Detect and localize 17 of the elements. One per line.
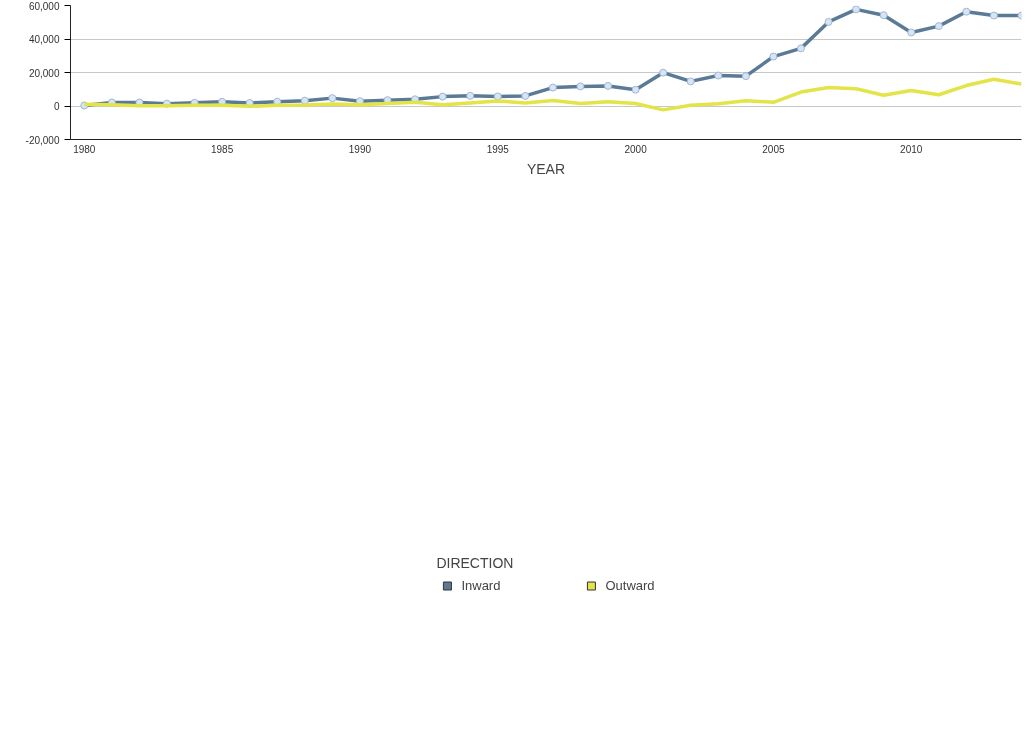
line-series xyxy=(82,77,1022,112)
y-tick-label: 40,000 xyxy=(28,34,60,45)
x-axis-title: YEAR xyxy=(526,160,566,177)
y-tick-label: -20,000 xyxy=(25,134,60,146)
legend-label: Outward xyxy=(605,577,655,593)
y-tick-label: 20,000 xyxy=(28,67,60,79)
x-tick-label: 1990 xyxy=(348,143,372,155)
legend-title: DIRECTION xyxy=(436,554,515,570)
x-tick-label: 1985 xyxy=(210,143,234,155)
x-tick-label: 2010 xyxy=(900,143,923,155)
x-tick-label: 2000 xyxy=(624,143,648,155)
y-tick-label: 60,000 xyxy=(28,0,60,12)
y-tick-label: 0 xyxy=(53,101,60,112)
x-tick-label: 1995 xyxy=(486,143,510,155)
x-tick-label: 1980 xyxy=(73,143,96,155)
legend-label: Inward xyxy=(461,577,501,593)
x-tick-label: 2005 xyxy=(762,143,785,155)
